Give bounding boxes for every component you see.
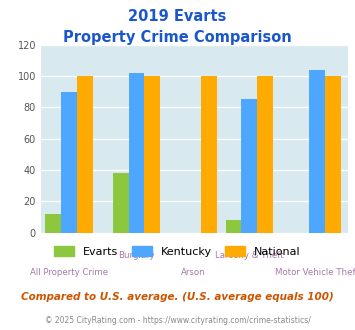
Bar — [201, 76, 217, 233]
Text: Burglary: Burglary — [118, 251, 155, 260]
Text: Arson: Arson — [181, 268, 205, 278]
Bar — [309, 70, 325, 233]
Bar — [113, 173, 129, 233]
Text: Property Crime Comparison: Property Crime Comparison — [63, 30, 292, 45]
Bar — [241, 99, 257, 233]
Text: All Property Crime: All Property Crime — [30, 268, 108, 278]
Bar — [226, 220, 241, 233]
Bar — [61, 92, 77, 233]
Text: Motor Vehicle Theft: Motor Vehicle Theft — [275, 268, 355, 278]
Text: 2019 Evarts: 2019 Evarts — [128, 9, 227, 24]
Bar — [129, 73, 144, 233]
Text: © 2025 CityRating.com - https://www.cityrating.com/crime-statistics/: © 2025 CityRating.com - https://www.city… — [45, 316, 310, 325]
Text: Compared to U.S. average. (U.S. average equals 100): Compared to U.S. average. (U.S. average … — [21, 292, 334, 302]
Legend: Evarts, Kentucky, National: Evarts, Kentucky, National — [51, 243, 304, 260]
Text: Larceny & Theft: Larceny & Theft — [215, 251, 284, 260]
Bar — [144, 76, 160, 233]
Bar — [325, 76, 340, 233]
Bar — [45, 214, 61, 233]
Bar — [77, 76, 93, 233]
Bar — [257, 76, 273, 233]
